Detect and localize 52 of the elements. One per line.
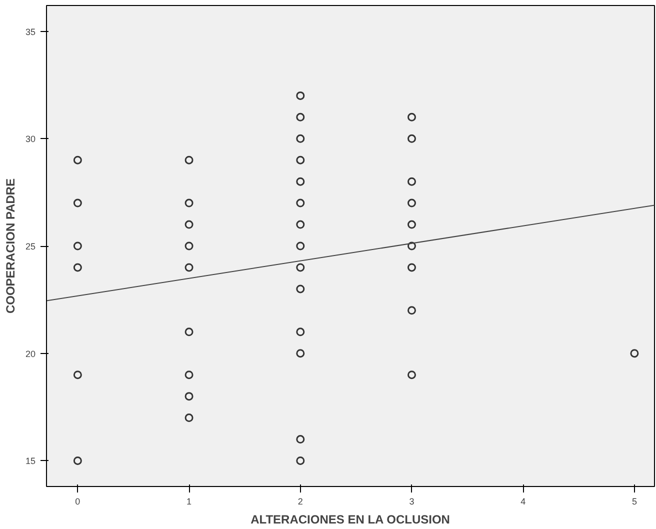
x-tick-label: 3: [409, 496, 414, 506]
point: [407, 263, 416, 272]
point: [73, 156, 82, 164]
point: [184, 328, 194, 336]
point: [184, 392, 194, 401]
point: [407, 134, 416, 143]
point: [407, 220, 416, 229]
point: [296, 177, 305, 186]
point: [296, 91, 305, 100]
point: [73, 198, 82, 208]
point: [184, 220, 194, 229]
point: [296, 112, 305, 122]
point: [407, 370, 416, 380]
y-tick-label: 20: [25, 348, 36, 359]
point: [407, 177, 416, 186]
point: [296, 328, 305, 336]
point: [296, 220, 305, 229]
point: [296, 435, 305, 444]
point: [184, 414, 194, 422]
point: [184, 242, 194, 250]
x-axis-title: ALTERACIONES EN LA OCLUSION: [250, 512, 450, 526]
x-tick-label: 5: [632, 496, 637, 506]
x-tick-label: 2: [298, 496, 303, 506]
point: [296, 263, 305, 272]
point: [73, 370, 82, 380]
point: [296, 349, 305, 358]
point: [407, 112, 416, 122]
x-tick-label: 0: [75, 496, 80, 506]
point: [296, 198, 305, 208]
point: [73, 456, 82, 465]
point: [296, 156, 305, 164]
point: [296, 284, 305, 294]
point: [407, 306, 416, 315]
x-tick-label: 4: [520, 496, 526, 506]
x-tick-label: 1: [186, 496, 192, 506]
point: [184, 263, 194, 272]
y-axis-title: COOPERACION PADRE: [3, 178, 18, 314]
point: [184, 370, 194, 380]
point: [407, 242, 416, 250]
y-tick-label: 15: [25, 456, 36, 466]
point: [407, 198, 416, 208]
y-tick-label: 35: [25, 26, 36, 37]
point: [296, 242, 305, 250]
point: [296, 456, 305, 465]
point: [73, 263, 82, 272]
y-tick-label: 25: [25, 242, 36, 252]
point: [184, 156, 194, 164]
point: [630, 349, 639, 358]
point: [184, 198, 194, 208]
y-tick-label: 30: [25, 134, 36, 144]
point: [73, 242, 82, 250]
point: [296, 134, 305, 143]
